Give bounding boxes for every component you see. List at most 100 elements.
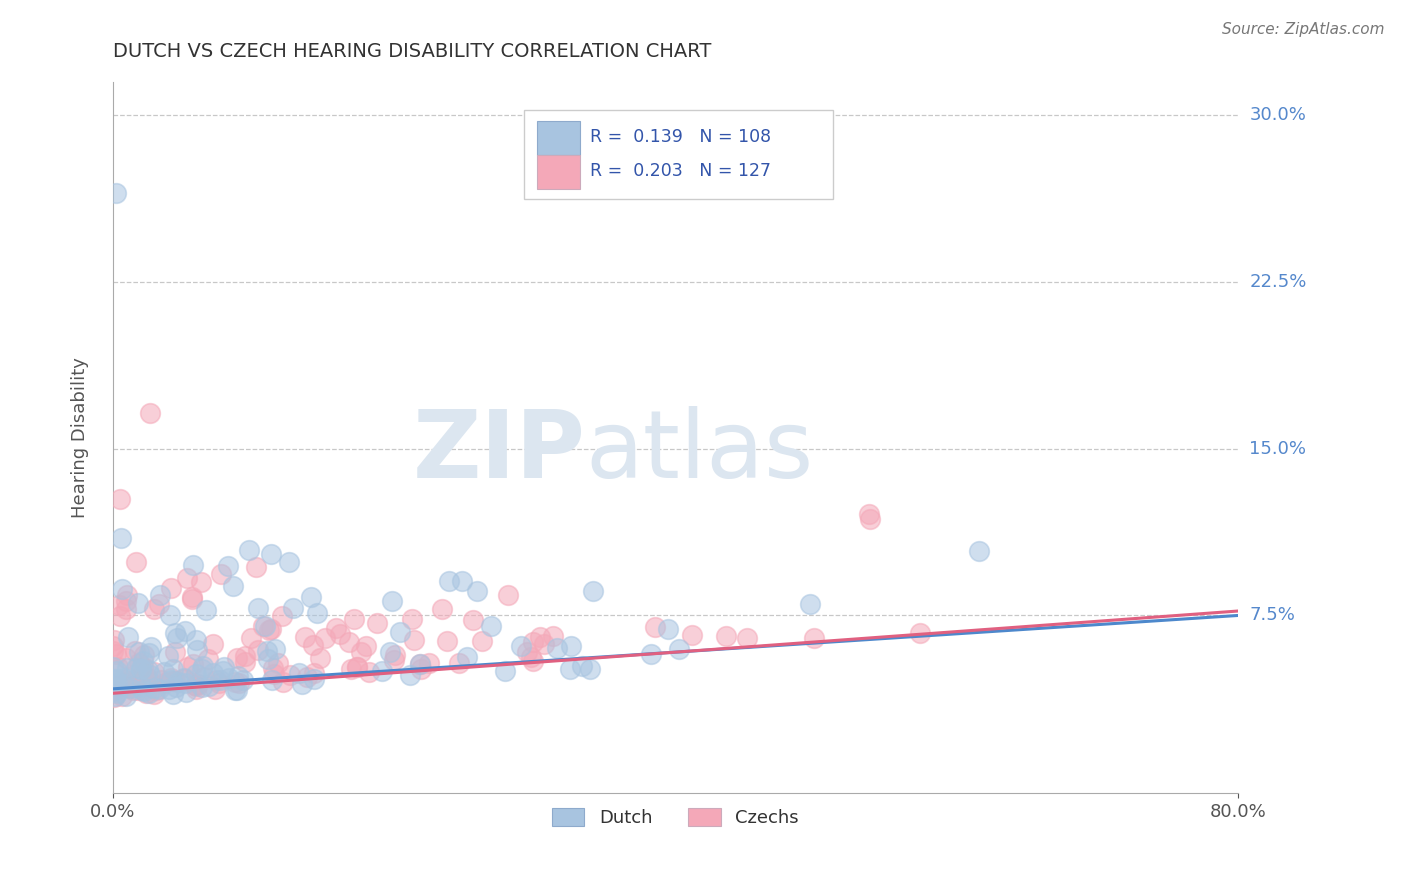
Czechs: [205, 673, 228, 687]
Dutch: [165, 626, 187, 640]
Dutch: [173, 624, 195, 638]
Czechs: [384, 648, 406, 662]
Czechs: [278, 668, 301, 682]
Czechs: [101, 639, 124, 653]
Dutch: [277, 556, 299, 570]
Czechs: [267, 656, 290, 670]
Czechs: [908, 625, 931, 640]
Czechs: [471, 633, 494, 648]
Dutch: [226, 669, 249, 683]
Dutch: [224, 683, 246, 698]
Dutch: [117, 660, 139, 674]
Czechs: [132, 648, 155, 662]
Czechs: [132, 660, 155, 674]
Text: R =  0.203   N = 127: R = 0.203 N = 127: [591, 162, 770, 180]
Dutch: [165, 681, 187, 695]
Dutch: [131, 680, 153, 694]
Dutch: [212, 660, 235, 674]
Dutch: [107, 665, 129, 679]
Dutch: [125, 660, 148, 674]
Dutch: [176, 685, 198, 699]
Czechs: [245, 560, 267, 574]
Dutch: [222, 579, 245, 593]
Czechs: [190, 575, 212, 590]
Czechs: [346, 660, 368, 674]
Czechs: [103, 633, 125, 648]
Dutch: [129, 662, 152, 676]
Dutch: [218, 671, 240, 685]
Czechs: [165, 674, 187, 689]
Dutch: [103, 660, 125, 674]
Dutch: [153, 665, 176, 679]
Dutch: [225, 682, 247, 697]
Czechs: [233, 655, 256, 669]
Czechs: [337, 635, 360, 649]
Czechs: [209, 567, 232, 582]
Dutch: [581, 584, 603, 599]
Dutch: [451, 574, 474, 588]
Dutch: [456, 649, 478, 664]
Czechs: [496, 589, 519, 603]
Dutch: [256, 652, 278, 666]
Czechs: [271, 609, 294, 624]
Czechs: [314, 631, 336, 645]
Dutch: [145, 681, 167, 695]
Czechs: [233, 649, 256, 664]
Czechs: [541, 629, 564, 643]
Czechs: [204, 682, 226, 697]
Czechs: [143, 602, 166, 616]
Text: ZIP: ZIP: [412, 406, 585, 498]
Czechs: [294, 630, 316, 644]
Dutch: [173, 671, 195, 685]
Czechs: [115, 594, 138, 608]
Dutch: [117, 630, 139, 644]
Dutch: [263, 642, 285, 657]
Dutch: [305, 606, 328, 620]
Dutch: [166, 632, 188, 646]
Czechs: [181, 657, 204, 672]
Czechs: [186, 679, 208, 693]
Dutch: [159, 607, 181, 622]
Dutch: [105, 686, 128, 700]
Czechs: [135, 669, 157, 683]
Czechs: [184, 678, 207, 692]
Dutch: [262, 673, 284, 688]
Dutch: [193, 659, 215, 673]
Czechs: [436, 633, 458, 648]
Dutch: [967, 543, 990, 558]
Czechs: [120, 681, 142, 695]
Czechs: [262, 661, 284, 675]
Dutch: [149, 588, 172, 602]
Text: atlas: atlas: [585, 406, 814, 498]
Dutch: [560, 662, 582, 676]
Czechs: [124, 675, 146, 690]
Czechs: [529, 630, 551, 644]
Dutch: [110, 531, 132, 545]
Dutch: [129, 663, 152, 677]
Dutch: [104, 672, 127, 686]
Czechs: [520, 649, 543, 664]
Czechs: [118, 673, 141, 688]
FancyBboxPatch shape: [537, 121, 579, 155]
Text: 22.5%: 22.5%: [1250, 273, 1306, 291]
Dutch: [281, 601, 304, 615]
Czechs: [224, 674, 246, 689]
Dutch: [437, 574, 460, 588]
Czechs: [103, 690, 125, 705]
Dutch: [194, 603, 217, 617]
Dutch: [571, 659, 593, 673]
Czechs: [153, 675, 176, 690]
Dutch: [167, 675, 190, 690]
Dutch: [238, 543, 260, 558]
Dutch: [162, 662, 184, 676]
Dutch: [256, 644, 278, 658]
Czechs: [118, 671, 141, 685]
Dutch: [131, 683, 153, 698]
Czechs: [644, 620, 666, 634]
Czechs: [142, 665, 165, 679]
Czechs: [681, 628, 703, 642]
Czechs: [343, 612, 366, 626]
Czechs: [107, 599, 129, 613]
FancyBboxPatch shape: [537, 155, 579, 189]
Dutch: [288, 665, 311, 680]
